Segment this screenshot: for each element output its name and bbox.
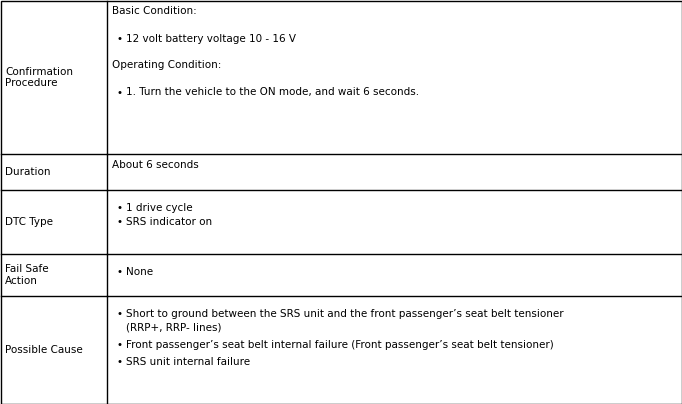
Text: None: None	[126, 267, 153, 276]
Text: Basic Condition:: Basic Condition:	[112, 6, 196, 17]
Text: 1 drive cycle: 1 drive cycle	[126, 203, 192, 213]
Text: 12 volt battery voltage 10 - 16 V: 12 volt battery voltage 10 - 16 V	[126, 34, 296, 44]
Text: Duration: Duration	[5, 167, 50, 177]
Text: Fail Safe
Action: Fail Safe Action	[5, 264, 48, 286]
Text: DTC Type: DTC Type	[5, 217, 53, 227]
Text: (RRP+, RRP- lines): (RRP+, RRP- lines)	[126, 322, 222, 332]
Text: Operating Condition:: Operating Condition:	[112, 61, 222, 71]
Text: SRS unit internal failure: SRS unit internal failure	[126, 357, 250, 367]
Text: Confirmation
Procedure: Confirmation Procedure	[5, 67, 73, 88]
Text: •: •	[116, 34, 122, 44]
Text: •: •	[116, 267, 122, 276]
Text: •: •	[116, 357, 122, 367]
Text: SRS indicator on: SRS indicator on	[126, 217, 212, 227]
Text: About 6 seconds: About 6 seconds	[112, 160, 198, 170]
Text: •: •	[116, 309, 122, 319]
Text: •: •	[116, 340, 122, 350]
Text: Front passenger’s seat belt internal failure (Front passenger’s seat belt tensio: Front passenger’s seat belt internal fai…	[126, 340, 554, 350]
Text: •: •	[116, 88, 122, 97]
Text: •: •	[116, 203, 122, 213]
Text: 1. Turn the vehicle to the ON mode, and wait 6 seconds.: 1. Turn the vehicle to the ON mode, and …	[126, 88, 419, 97]
Text: Short to ground between the SRS unit and the front passenger’s seat belt tension: Short to ground between the SRS unit and…	[126, 309, 563, 319]
Text: Possible Cause: Possible Cause	[5, 345, 83, 355]
Text: •: •	[116, 217, 122, 227]
